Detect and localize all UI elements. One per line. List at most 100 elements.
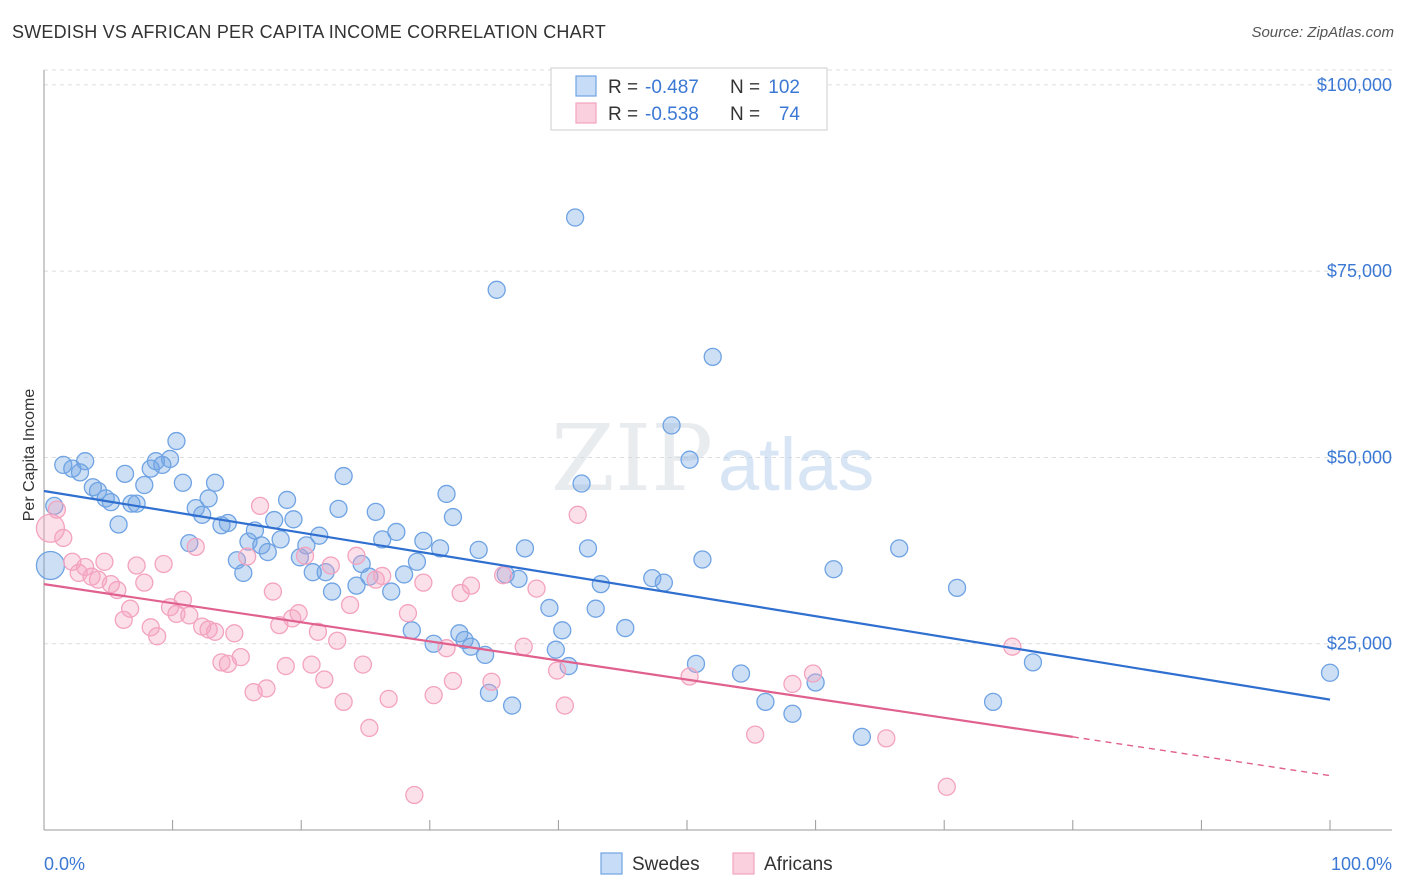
africans-point [289, 604, 308, 623]
africans-point [308, 622, 328, 641]
africans-point [95, 552, 114, 571]
swedes-point [1320, 663, 1340, 682]
swedes-point [479, 683, 499, 703]
swedes-point [565, 208, 585, 227]
swedes-point [703, 347, 722, 367]
swedes-point [284, 510, 303, 529]
stats-legend-box [550, 67, 828, 131]
swedes-series-swatch[interactable] [600, 852, 623, 875]
africans-point [148, 627, 167, 646]
africans-point [353, 655, 373, 674]
africans-point [877, 729, 896, 748]
legend-n-value-swedes: 102 [768, 77, 800, 98]
africans-point [414, 573, 433, 592]
africans-point [321, 556, 340, 575]
source-label[interactable]: Source: ZipAtlas.com [1251, 24, 1394, 41]
africans-point [451, 583, 470, 603]
africans-point [347, 546, 366, 565]
swedes-point [654, 573, 674, 592]
africans-trend-extension [1072, 736, 1331, 777]
swedes-point [35, 550, 66, 581]
africans-point [186, 537, 205, 557]
y-axis-title: Per Capita Income [21, 389, 38, 522]
africans-point [302, 655, 321, 674]
swedes-point [443, 507, 463, 527]
series-legend[interactable]: Swedes Africans [600, 852, 833, 875]
swedes-point [54, 455, 73, 475]
stats-legend: R = -0.487 N = 102 R = -0.538 N = 74 [550, 67, 828, 131]
swedes-point [515, 539, 535, 558]
africans-point [527, 579, 546, 598]
swedes-point [366, 502, 385, 521]
swedes-point [469, 540, 488, 559]
swedes-point [109, 515, 128, 534]
africans-point [328, 631, 347, 650]
swedes-trend-line [43, 489, 1331, 701]
legend-r-label-africans: R = [608, 104, 638, 125]
africans-point [373, 566, 392, 586]
legend-r-label-swedes: R = [608, 77, 638, 98]
swedes-point [437, 484, 456, 504]
swedes-series-label[interactable]: Swedes [632, 854, 700, 875]
swedes-point [852, 727, 872, 747]
africans-series-swatch[interactable] [732, 852, 755, 875]
swedes-point [947, 578, 967, 597]
africans-legend-swatch [575, 102, 597, 124]
africans-point [212, 653, 231, 672]
swedes-point [70, 463, 90, 482]
africans-series-label[interactable]: Africans [764, 854, 833, 875]
africans-point [493, 566, 513, 585]
africans-point [231, 647, 250, 667]
swedes-point [983, 692, 1003, 711]
swedes-point [586, 599, 605, 618]
swedes-point [756, 692, 775, 711]
swedes-point [693, 550, 712, 569]
africans-point [547, 661, 567, 680]
africans-trend-line [43, 583, 1073, 738]
africans-point [154, 554, 173, 574]
swedes-point [135, 475, 154, 495]
swedes-point [455, 630, 474, 650]
africans-point [225, 624, 244, 643]
swedes-point [322, 582, 342, 601]
africans-point [398, 604, 418, 623]
africans-point [276, 656, 295, 676]
africans-point [263, 582, 283, 601]
africans-point [334, 692, 353, 711]
swedes-point [334, 466, 353, 486]
legend-n-label-swedes: N = [730, 77, 760, 98]
watermark: ZIP atlas [551, 405, 874, 512]
swedes-point [553, 621, 572, 640]
legend-r-value-swedes: -0.487 [645, 77, 699, 98]
africans-point [443, 671, 463, 691]
swedes-point [167, 431, 186, 451]
africans-point [424, 685, 443, 705]
africans-point [937, 777, 956, 796]
x-tick-label-min: 0.0% [44, 854, 85, 874]
africans-point [379, 689, 398, 709]
swedes-point [127, 494, 146, 513]
legend-n-value-africans: 74 [779, 104, 801, 125]
africans-point [803, 664, 823, 683]
legend-r-value-africans: -0.538 [645, 104, 699, 125]
africans-point [54, 528, 73, 548]
africans-point [47, 500, 67, 519]
watermark-zip: ZIP [551, 405, 713, 512]
legend-n-label-africans: N = [730, 104, 760, 125]
africans-point [127, 556, 146, 575]
swedes-point [591, 574, 610, 594]
swedes-point [252, 536, 271, 555]
africans-point [555, 696, 574, 715]
swedes-point [509, 569, 528, 589]
africans-point [461, 576, 481, 595]
africans-point [238, 547, 257, 566]
africans-point [121, 599, 140, 618]
swedes-point [487, 280, 506, 299]
swedes-legend-swatch [575, 75, 597, 97]
swedes-point [394, 565, 414, 584]
y-tick-label: $75,000 [1327, 261, 1392, 281]
swedes-point [173, 473, 193, 492]
swedes-point [643, 569, 662, 588]
swedes-point [199, 489, 218, 508]
africans-point [514, 637, 533, 656]
